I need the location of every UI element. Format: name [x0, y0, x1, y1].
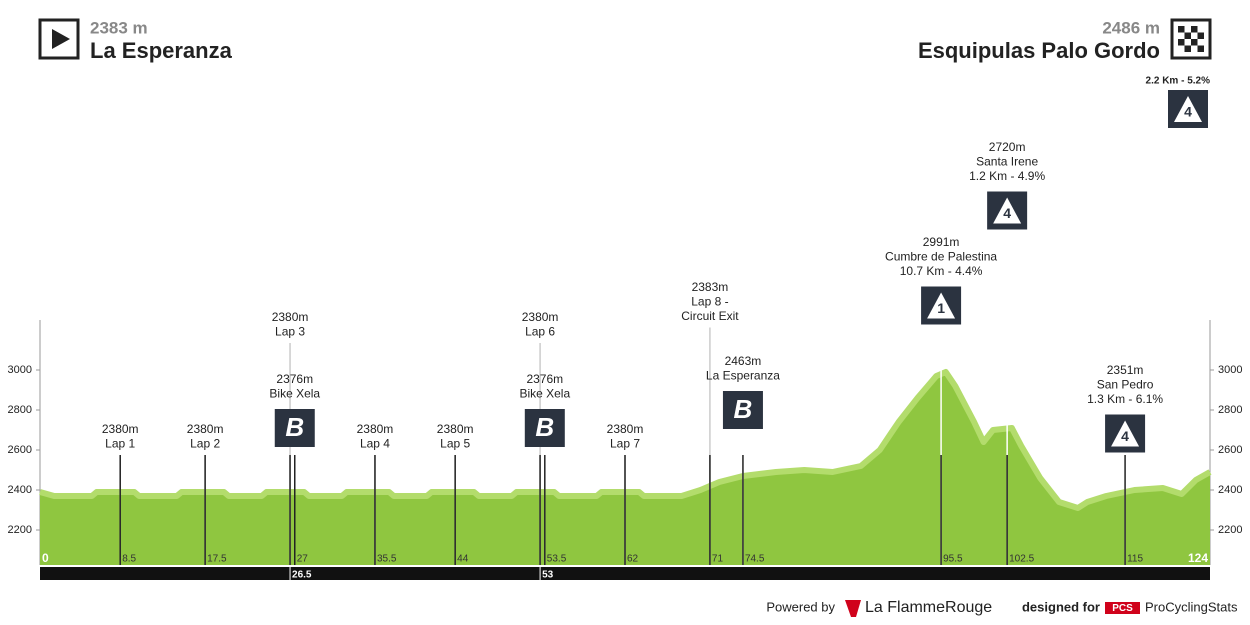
sector-bar [40, 567, 1210, 580]
km-label: 124 [1188, 551, 1208, 565]
annotation-label: 1.3 Km - 6.1% [1087, 392, 1163, 406]
icon-label: 4 [1184, 104, 1192, 120]
icon-label: B [535, 412, 554, 442]
climb-icon: 4 [987, 191, 1028, 230]
y-tick-label: 2600 [1218, 444, 1242, 456]
brand: La FlammeRouge [865, 599, 992, 616]
annotation-label: Bike Xela [269, 387, 320, 401]
pcs-logo [1105, 602, 1140, 614]
annotation-label: 2380m [272, 310, 309, 324]
icon-label: B [285, 412, 304, 442]
y-tick-label: 2200 [8, 524, 32, 536]
designed-for: designed for [1022, 599, 1100, 614]
start-flag [38, 18, 80, 60]
y-tick-label: 2800 [1218, 404, 1242, 416]
icon-triangle [927, 292, 956, 319]
annotation-label: 2380m [102, 422, 139, 436]
finish-climb-label: 2.2 Km - 5.2% [1146, 76, 1211, 87]
y-tick-label: 2200 [1218, 524, 1242, 536]
y-tick-label: 3000 [8, 364, 32, 376]
icon-triangle [1111, 420, 1140, 447]
climb-icon: B [274, 409, 315, 447]
y-tick-label: 2400 [8, 484, 32, 496]
sector-label: 26.5 [292, 570, 312, 581]
finish-climb-icon: 4 [1168, 90, 1208, 128]
annotation-label: Cumbre de Palestina [885, 250, 997, 264]
climb-icon: 4 [1105, 414, 1146, 453]
km-label: 0 [42, 551, 49, 565]
km-label: 74.5 [745, 554, 765, 565]
icon-box [274, 409, 315, 447]
icon-triangle [993, 197, 1022, 224]
plot: 2200 2200 2400 2400 2600 2600 2800 2800 3000 3000… [8, 140, 1243, 580]
annotation-label: 2376m [526, 372, 563, 386]
powered-by: Powered by [766, 599, 835, 614]
y-tick-label: 2400 [1218, 484, 1242, 496]
pcs-name: ProCyclingStats [1145, 599, 1238, 614]
km-label: 102.5 [1009, 554, 1034, 565]
km-label: 44 [457, 554, 469, 565]
annotation-label: La Esperanza [706, 369, 780, 383]
km-label: 95.5 [943, 554, 963, 565]
annotation-label: 2380m [357, 422, 394, 436]
annotation-label: 2463m [725, 354, 762, 368]
annotation-label: Lap 7 [610, 437, 640, 451]
climb-icon: B [722, 391, 763, 429]
km-label: 62 [627, 554, 639, 565]
annotation-label: Lap 1 [105, 437, 135, 451]
annotation-label: Lap 4 [360, 437, 390, 451]
icon-label: 4 [1003, 205, 1011, 221]
pcs-logo-text: PCS [1112, 603, 1133, 614]
annotation-label: 10.7 Km - 4.4% [900, 264, 983, 278]
icon-label: 1 [937, 300, 945, 316]
annotation-label: 2991m [923, 235, 960, 249]
icon-box [524, 409, 565, 447]
km-label: 115 [1127, 554, 1143, 565]
finish-elevation: 2486 m [1102, 18, 1160, 37]
annotation-label: 2383m [692, 280, 729, 294]
annotation-label: Lap 3 [275, 325, 305, 339]
km-label: 27 [297, 554, 309, 565]
start-name: La Esperanza [90, 38, 233, 63]
annotation-label: 2380m [437, 422, 474, 436]
annotation-label: Lap 2 [190, 437, 220, 451]
annotation-label: 2351m [1107, 363, 1144, 377]
annotation-label: Circuit Exit [681, 309, 739, 323]
annotation-label: 2380m [607, 422, 644, 436]
annotation-label: Bike Xela [519, 387, 570, 401]
finish-flag [1170, 18, 1212, 60]
annotation-label: Lap 5 [440, 437, 470, 451]
y-tick-label: 3000 [1218, 364, 1242, 376]
sector-label: 53 [542, 570, 554, 581]
icon-label: 4 [1121, 428, 1129, 444]
km-label: 71 [712, 554, 724, 565]
annotation-label: Lap 8 - [691, 295, 728, 309]
climb-icon: B [524, 409, 565, 447]
annotation-label: 2376m [276, 372, 313, 386]
annotation-label: San Pedro [1097, 378, 1154, 392]
climb-icon: 1 [921, 286, 962, 325]
profile-area [40, 372, 1210, 565]
km-label: 35.5 [377, 554, 397, 565]
annotation-label: 2380m [522, 310, 559, 324]
annotation-label: Santa Irene [976, 155, 1038, 169]
annotation-label: Lap 6 [525, 325, 555, 339]
km-label: 53.5 [547, 554, 567, 565]
icon-box [722, 391, 763, 429]
annotation-label: 2720m [989, 140, 1026, 154]
icon-label: B [734, 394, 753, 424]
profile-edge [39, 369, 1212, 511]
start-elevation: 2383 m [90, 18, 148, 37]
flamme-icon [845, 600, 861, 617]
footer: Powered by La FlammeRouge designed for P… [766, 599, 1238, 617]
finish-name: Esquipulas Palo Gordo [918, 38, 1160, 63]
annotation-label: 1.2 Km - 4.9% [969, 169, 1045, 183]
annotation-label: 2380m [187, 422, 224, 436]
km-label: 17.5 [207, 554, 227, 565]
y-tick-label: 2800 [8, 404, 32, 416]
y-tick-label: 2600 [8, 444, 32, 456]
km-label: 8.5 [122, 554, 136, 565]
